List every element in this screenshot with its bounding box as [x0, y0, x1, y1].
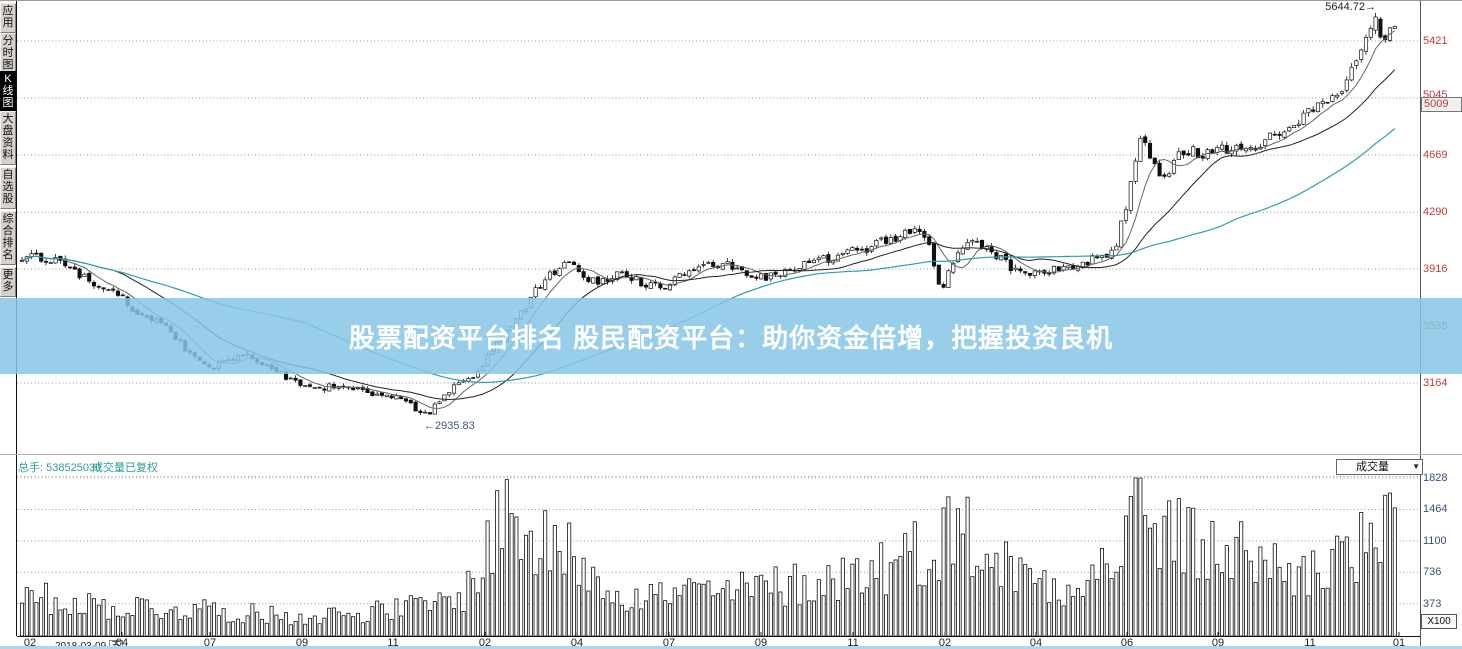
sidebar: 应用 分时图 K线图 大盘资料自选股综合排名更多: [0, 1, 17, 649]
ad-banner-text: 股票配资平台排名 股民配资平台：助你资金倍增，把握投资良机: [348, 322, 1114, 353]
ad-banner[interactable]: 股票配资平台排名 股民配资平台：助你资金倍增，把握投资良机: [0, 298, 1462, 374]
sidebar-tab-kline-chart[interactable]: K线图: [0, 71, 16, 113]
chevron-down-icon: ▼: [1412, 462, 1420, 471]
sidebar-tab-apps[interactable]: 应用: [0, 3, 16, 33]
cursor-weekday-box: 五: [108, 640, 123, 649]
volume-indicator-label: 成交量: [1356, 461, 1389, 473]
latest-price-tag: 5009: [1421, 97, 1462, 112]
price-axis-label: 4669: [1423, 148, 1448, 161]
volume-panel-header: 总手: 538525030 成交量已复权 成交量 ▼: [0, 455, 1462, 476]
volume-indicator-dropdown[interactable]: 成交量 ▼: [1336, 459, 1423, 475]
volume-axis-label: 736: [1423, 566, 1442, 579]
sidebar-tab-intraday-chart[interactable]: 分时图: [0, 33, 16, 75]
date-axis-label: 11: [1304, 637, 1316, 649]
date-axis-label: 11: [387, 637, 399, 649]
price-axis-label: 5421: [1423, 35, 1448, 47]
sidebar-tab-composite-ranking[interactable]: 综合排名: [0, 211, 16, 265]
high-price-annotation: 5644.72→: [1325, 1, 1376, 13]
volume-unit-box: X100: [1421, 614, 1457, 629]
volume-axis-label: 1828: [1423, 472, 1448, 484]
low-price-annotation: ←2935.83: [424, 419, 475, 432]
volume-adjusted-note: 成交量已复权: [92, 462, 158, 474]
sidebar-tab-watchlist[interactable]: 自选股: [0, 167, 16, 209]
price-axis-label: 3916: [1423, 263, 1448, 276]
cursor-date-label: 2018-03-09, 五: [55, 637, 123, 649]
date-axis-label: 11: [847, 637, 859, 649]
volume-axis-label: 1464: [1423, 503, 1448, 516]
sidebar-tab-market-info[interactable]: 大盘资料: [0, 111, 16, 165]
total-volume-label: 总手: 538525030: [18, 462, 102, 474]
sidebar-tab-more[interactable]: 更多: [0, 267, 16, 297]
price-axis-label: 3164: [1423, 377, 1448, 389]
volume-axis-label: 1100: [1423, 534, 1447, 547]
price-axis-label: 4290: [1423, 206, 1448, 219]
volume-axis-label: 373: [1423, 597, 1442, 610]
